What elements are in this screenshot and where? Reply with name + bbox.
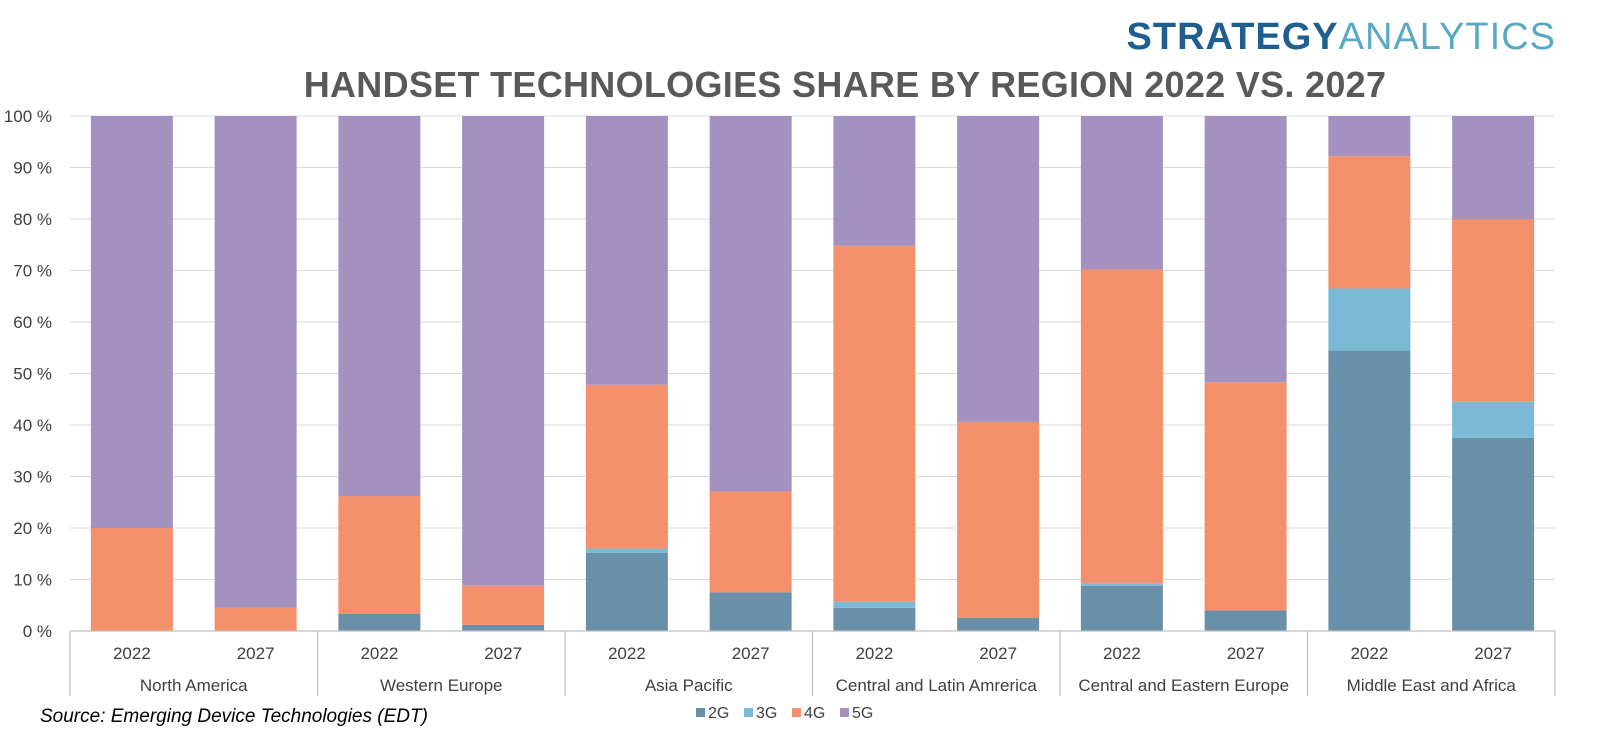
x-tick-label: 2022 <box>360 644 398 663</box>
y-tick-label: 10 % <box>13 571 52 590</box>
bar-segment-5g <box>709 116 792 492</box>
bar-segment-2g <box>709 592 792 631</box>
bar-segment-5g <box>585 116 668 385</box>
bar-segment-5g <box>957 116 1040 422</box>
bar-segment-2g <box>833 607 916 631</box>
bar-segment-4g <box>833 245 916 602</box>
bar-segment-5g <box>90 116 173 528</box>
bar-segment-2g <box>338 614 421 631</box>
x-tick-label: 2027 <box>484 644 522 663</box>
y-tick-label: 50 % <box>13 365 52 384</box>
x-tick-label: 2027 <box>1227 644 1265 663</box>
y-tick-label: 20 % <box>13 519 52 538</box>
y-tick-label: 100 % <box>4 107 52 126</box>
x-tick-label: 2022 <box>1350 644 1388 663</box>
bar-segment-5g <box>1328 116 1411 157</box>
bar-segment-4g <box>338 496 421 615</box>
x-tick-label: 2027 <box>732 644 770 663</box>
x-tick-label: 2022 <box>1103 644 1141 663</box>
bar-segment-5g <box>1452 116 1535 219</box>
y-tick-label: 90 % <box>13 159 52 178</box>
legend-swatch-2g <box>696 708 705 717</box>
bar-segment-2g <box>957 617 1040 631</box>
y-tick-label: 40 % <box>13 416 52 435</box>
region-label: Middle East and Africa <box>1347 676 1517 695</box>
bar-segment-4g <box>214 607 297 631</box>
legend-swatch-3g <box>744 708 753 717</box>
bar-segment-4g <box>1080 269 1163 584</box>
bar-segment-3g <box>1452 401 1535 438</box>
region-label: Central and Eastern Europe <box>1078 676 1289 695</box>
bar-segment-3g <box>1328 288 1411 351</box>
y-tick-label: 70 % <box>13 262 52 281</box>
bar-segment-5g <box>1080 116 1163 270</box>
bar-segment-3g <box>833 601 916 608</box>
legend-label-3g: 3G <box>756 705 777 722</box>
bar-segment-5g <box>462 116 545 586</box>
x-tick-label: 2022 <box>113 644 151 663</box>
bar-segment-2g <box>462 624 545 631</box>
region-label: Central and Latin Amrerica <box>836 676 1038 695</box>
bar-segment-4g <box>462 585 545 625</box>
x-tick-label: 2027 <box>979 644 1017 663</box>
bar-segment-2g <box>1328 350 1411 631</box>
bar-segment-2g <box>1452 437 1535 631</box>
bar-segment-4g <box>90 528 173 631</box>
bar-segment-5g <box>214 116 297 608</box>
y-tick-label: 30 % <box>13 468 52 487</box>
bar-segment-4g <box>1204 382 1287 611</box>
bar-segment-2g <box>1204 610 1287 631</box>
legend-label-5g: 5G <box>852 705 873 722</box>
legend-label-4g: 4G <box>804 705 825 722</box>
bar-segment-4g <box>957 421 1040 618</box>
bar-segment-2g <box>585 552 668 631</box>
bar-segment-4g <box>1328 156 1411 289</box>
x-tick-label: 2022 <box>855 644 893 663</box>
bar-segment-4g <box>1452 219 1535 402</box>
bar-segment-5g <box>1204 116 1287 383</box>
y-tick-label: 80 % <box>13 210 52 229</box>
region-label: Western Europe <box>380 676 503 695</box>
x-tick-label: 2022 <box>608 644 646 663</box>
x-tick-label: 2027 <box>1474 644 1512 663</box>
bar-segment-5g <box>338 116 421 497</box>
bar-segment-3g <box>1080 583 1163 586</box>
chart-title: HANDSET TECHNOLOGIES SHARE BY REGION 202… <box>303 64 1387 105</box>
region-label: Asia Pacific <box>645 676 733 695</box>
logo-part-strategy: STRATEGY <box>1126 16 1339 58</box>
bar-segment-4g <box>585 384 668 549</box>
logo-part-analytics: ANALYTICS <box>1338 16 1556 58</box>
bar-segment-4g <box>709 491 792 593</box>
legend-label-2g: 2G <box>708 705 729 722</box>
y-tick-label: 60 % <box>13 313 52 332</box>
bar-segment-3g <box>585 548 668 553</box>
y-tick-label: 0 % <box>23 622 52 641</box>
strategy-analytics-logo: STRATEGYANALYTICS <box>1127 16 1556 59</box>
region-label: North America <box>140 676 248 695</box>
legend-swatch-4g <box>792 708 801 717</box>
source-note: Source: Emerging Device Technologies (ED… <box>40 706 428 727</box>
legend-swatch-5g <box>840 708 849 717</box>
x-tick-label: 2027 <box>237 644 275 663</box>
bar-segment-5g <box>833 116 916 246</box>
bar-segment-2g <box>1080 585 1163 631</box>
